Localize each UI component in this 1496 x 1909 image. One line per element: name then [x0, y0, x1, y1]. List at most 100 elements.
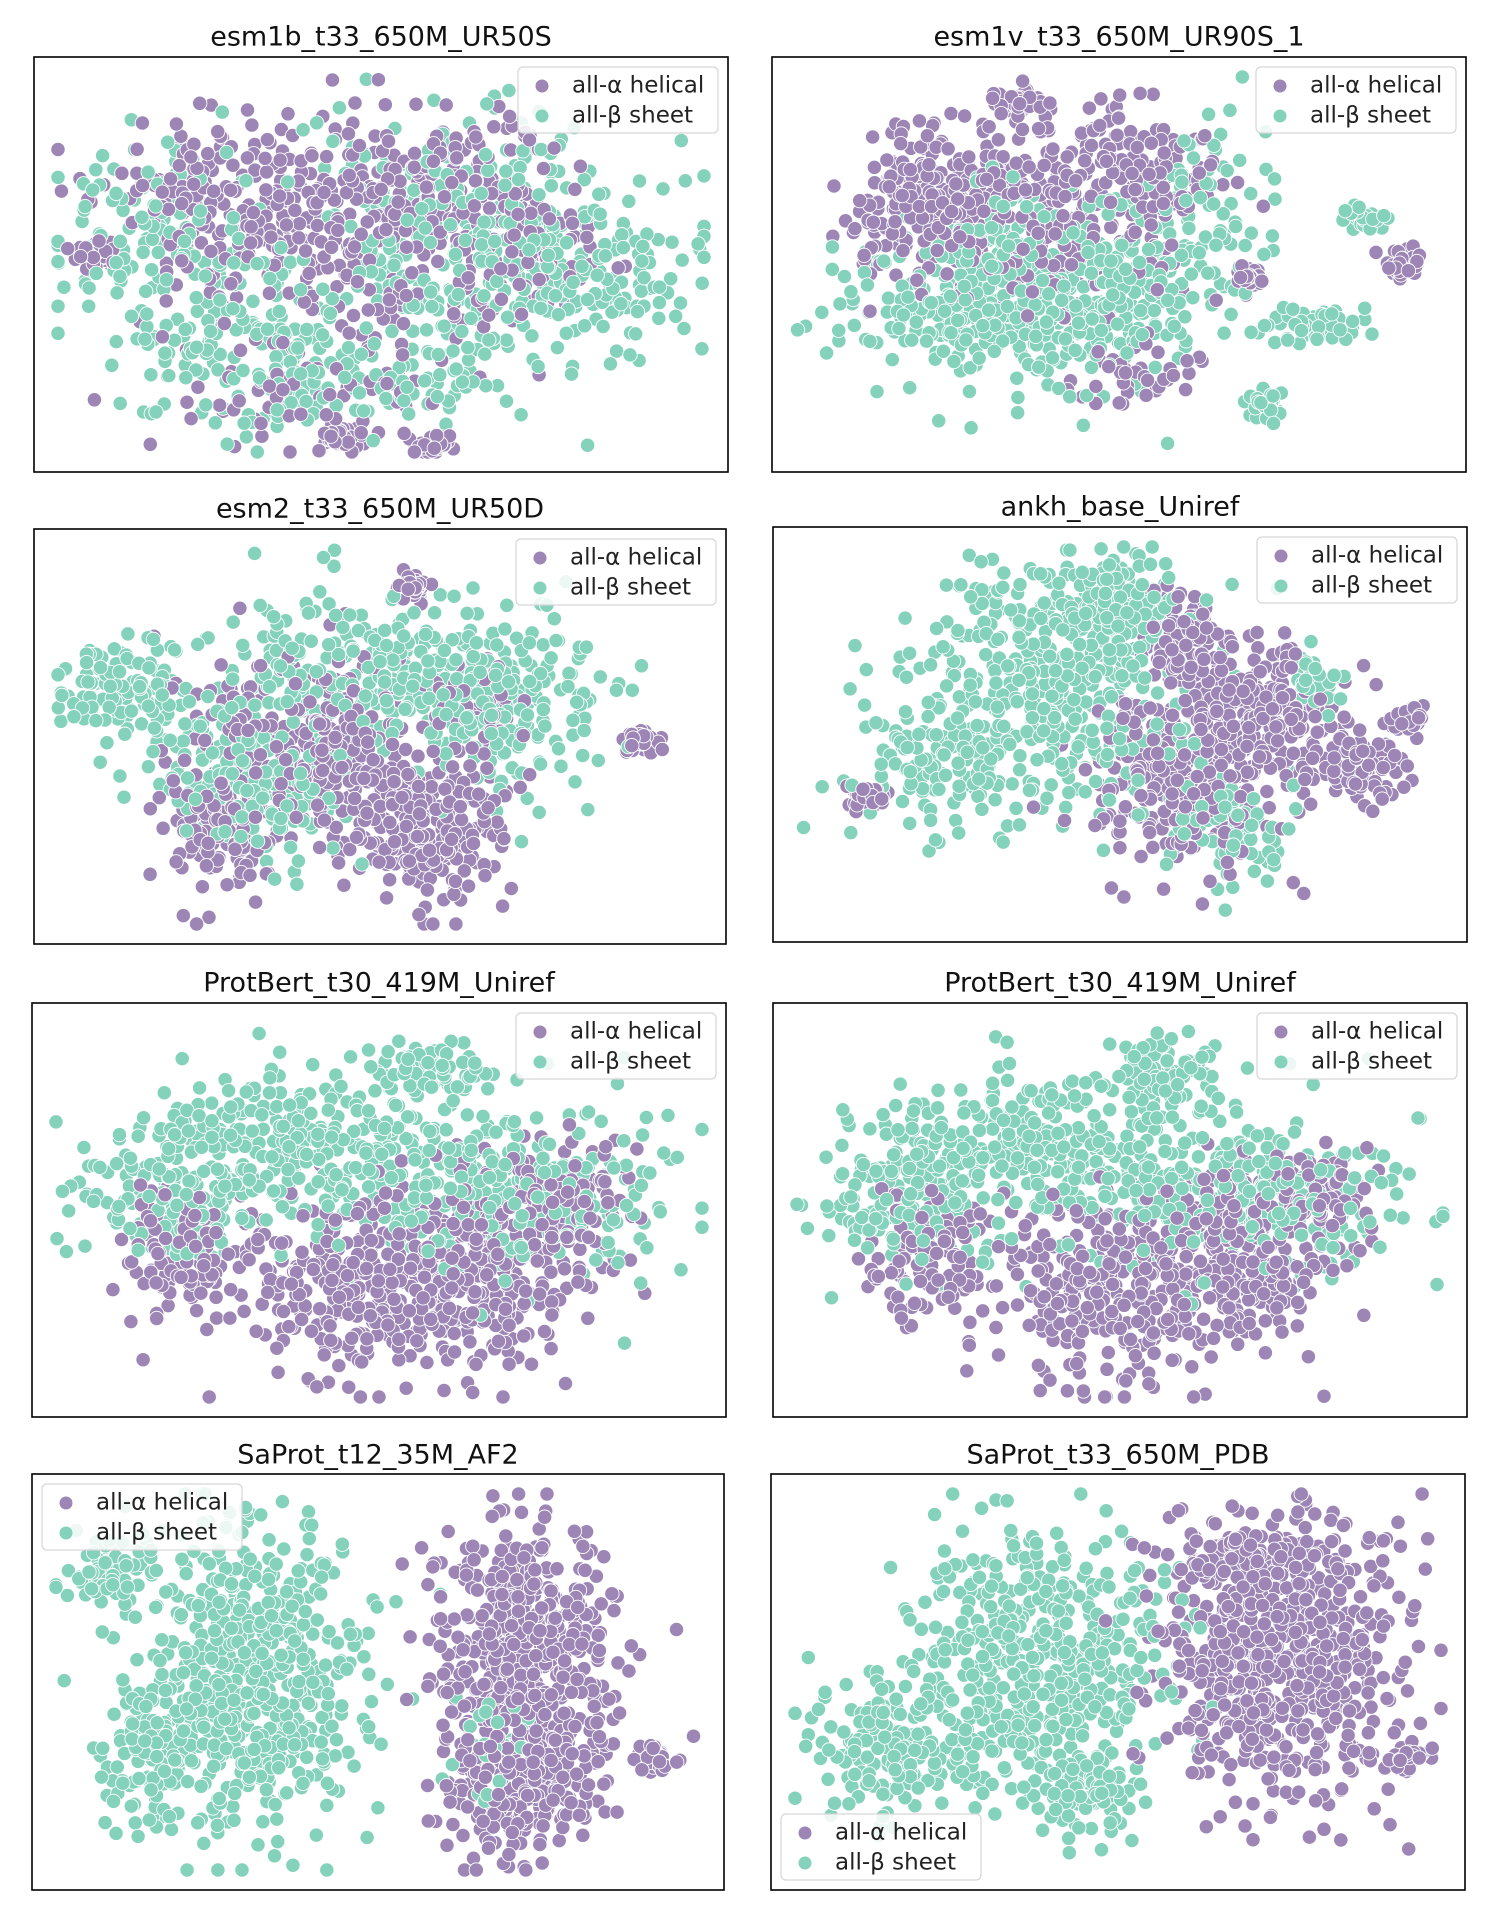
- beta-sheet-point: [139, 306, 155, 322]
- beta-sheet-point: [282, 254, 298, 270]
- alpha-helical-point: [1045, 141, 1061, 157]
- alpha-helical-point: [995, 149, 1011, 165]
- alpha-helical-point: [866, 159, 883, 176]
- alpha-helical-point: [961, 149, 977, 165]
- alpha-helical-point: [496, 830, 512, 847]
- alpha-helical-point: [981, 119, 997, 135]
- beta-sheet-point: [519, 707, 536, 723]
- beta-sheet-point: [436, 642, 453, 659]
- alpha-helical-point: [188, 916, 205, 932]
- beta-sheet-point: [592, 206, 608, 222]
- alpha-helical-point: [425, 916, 441, 932]
- beta-sheet-point: [595, 318, 611, 335]
- alpha-helical-point: [395, 315, 412, 332]
- alpha-helical-point: [406, 145, 423, 162]
- beta-sheet-point: [1109, 316, 1126, 332]
- beta-sheet-point: [884, 351, 900, 368]
- beta-sheet-point: [497, 177, 513, 193]
- alpha-helical-point: [328, 819, 344, 836]
- beta-sheet-point: [405, 678, 421, 694]
- alpha-helical-point: [430, 253, 446, 270]
- beta-sheet-point: [81, 298, 97, 314]
- beta-sheet-point: [438, 706, 454, 723]
- beta-sheet-point: [859, 277, 876, 293]
- beta-sheet-point: [957, 292, 973, 308]
- beta-sheet-point: [832, 296, 848, 312]
- alpha-helical-point: [448, 916, 464, 932]
- alpha-helical-point: [201, 909, 217, 925]
- beta-sheet-point: [1051, 380, 1067, 397]
- beta-sheet-point: [1176, 133, 1192, 149]
- beta-sheet-point: [292, 282, 309, 298]
- beta-sheet-point: [690, 236, 706, 252]
- alpha-helical-point: [174, 253, 190, 269]
- beta-sheet-point: [631, 173, 648, 189]
- beta-sheet-point: [112, 768, 128, 784]
- beta-sheet-point: [267, 871, 283, 887]
- alpha-helical-point: [956, 108, 973, 124]
- alpha-helical-point: [252, 657, 269, 674]
- beta-sheet-point: [576, 318, 593, 334]
- beta-sheet-point: [624, 682, 640, 698]
- legend-alpha-marker: [1273, 79, 1287, 93]
- alpha-helical-point: [501, 108, 518, 125]
- beta-sheet-point: [521, 242, 537, 258]
- alpha-helical-point: [654, 741, 670, 758]
- alpha-helical-point: [397, 741, 414, 758]
- beta-sheet-point: [590, 752, 606, 769]
- beta-sheet-point: [315, 281, 331, 297]
- beta-sheet-point: [543, 178, 559, 194]
- beta-sheet-point: [1237, 237, 1253, 254]
- beta-sheet-point: [106, 641, 122, 657]
- beta-sheet-point: [635, 238, 651, 255]
- beta-sheet-point: [162, 732, 178, 748]
- alpha-helical-point: [1155, 179, 1171, 196]
- alpha-helical-point: [258, 182, 274, 198]
- alpha-helical-point: [322, 386, 338, 403]
- beta-sheet-point: [421, 690, 437, 706]
- beta-sheet-point: [1216, 325, 1232, 341]
- beta-sheet-point: [77, 198, 93, 215]
- beta-sheet-point: [460, 339, 476, 356]
- beta-sheet-point: [673, 132, 689, 149]
- alpha-helical-point: [311, 716, 328, 732]
- beta-sheet-point: [420, 653, 436, 669]
- beta-sheet-point: [308, 664, 325, 680]
- alpha-helical-point: [1145, 86, 1161, 102]
- alpha-helical-point: [342, 841, 358, 858]
- alpha-helical-point: [1019, 308, 1036, 324]
- beta-sheet-point: [303, 633, 319, 649]
- beta-sheet-point: [465, 580, 481, 596]
- beta-sheet-point: [50, 253, 66, 270]
- beta-sheet-point: [140, 164, 156, 180]
- legend-alpha-label: all-α helical: [572, 73, 704, 99]
- beta-sheet-point: [531, 804, 547, 821]
- beta-sheet-point: [1215, 206, 1231, 222]
- alpha-helical-point: [301, 265, 317, 282]
- alpha-helical-point: [193, 235, 210, 251]
- beta-sheet-point: [445, 343, 461, 359]
- beta-sheet-point: [1009, 405, 1026, 421]
- alpha-helical-point: [323, 239, 340, 256]
- alpha-helical-point: [179, 394, 195, 410]
- alpha-helical-point: [1081, 100, 1097, 116]
- beta-sheet-point: [279, 693, 295, 710]
- alpha-helical-point: [978, 171, 995, 188]
- beta-sheet-point: [135, 244, 151, 261]
- alpha-helical-point: [919, 128, 936, 144]
- beta-sheet-point: [282, 839, 299, 856]
- beta-sheet-point: [943, 325, 959, 341]
- alpha-helical-point: [263, 229, 279, 245]
- alpha-helical-point: [384, 736, 401, 753]
- alpha-helical-point: [278, 752, 294, 768]
- beta-sheet-point: [962, 360, 978, 376]
- beta-sheet-point: [543, 650, 559, 666]
- beta-sheet-point: [325, 840, 341, 856]
- beta-sheet-point: [104, 357, 120, 373]
- beta-sheet-point: [477, 346, 493, 362]
- beta-sheet-point: [414, 201, 430, 217]
- alpha-helical-point: [85, 249, 102, 266]
